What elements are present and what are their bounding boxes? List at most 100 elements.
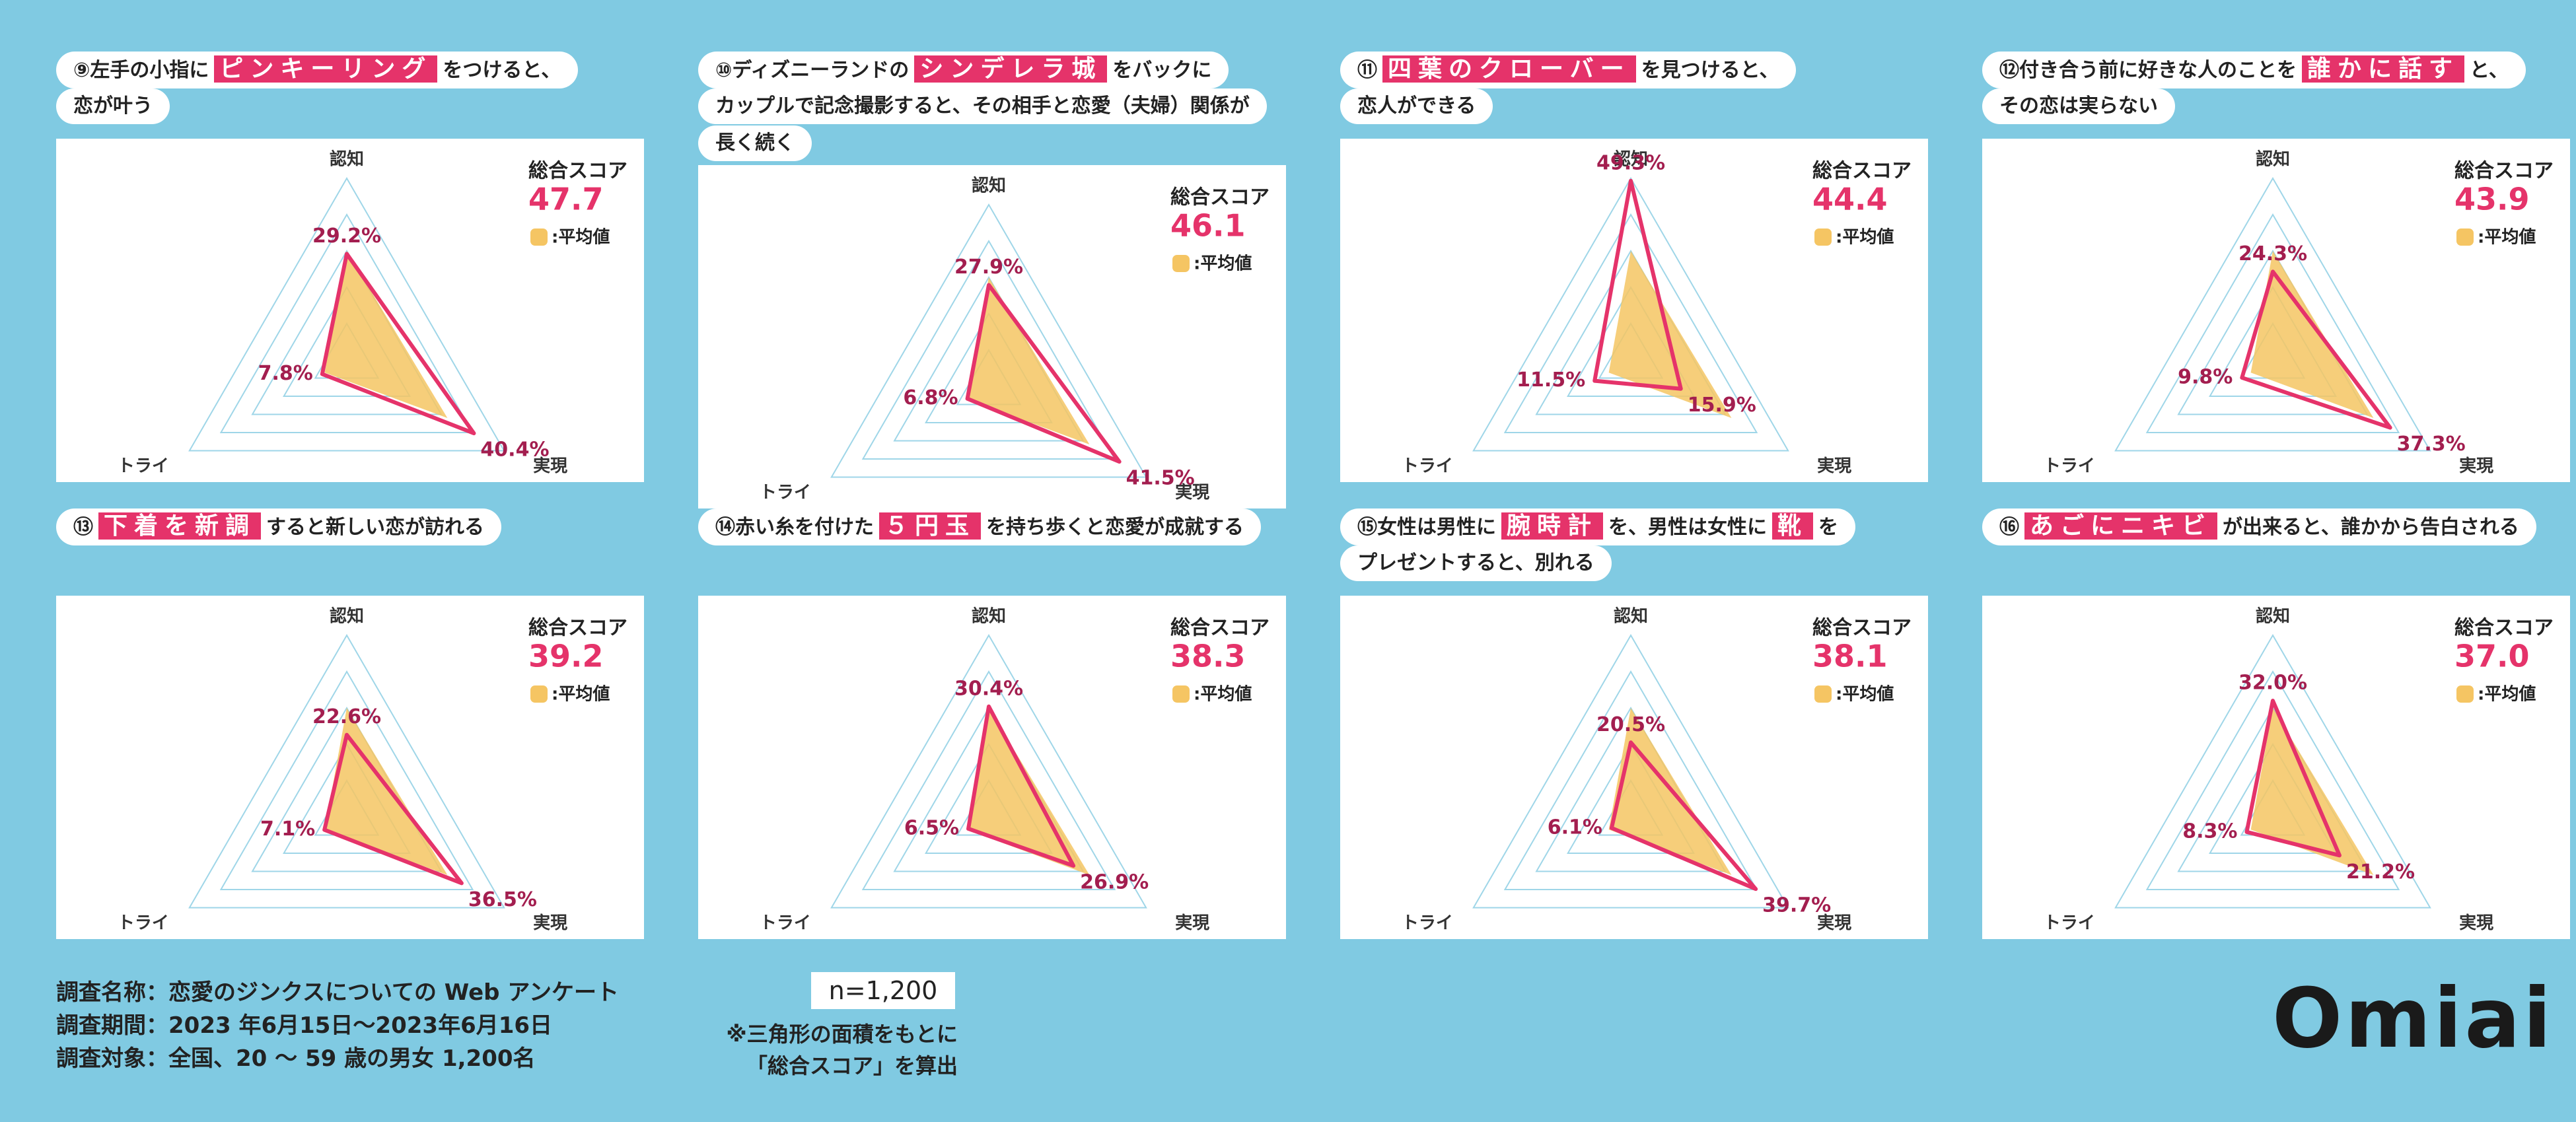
axis-label: トライ — [118, 456, 169, 476]
title-line: カップルで記念撮影すると、その相手と恋愛（夫婦）関係が — [698, 88, 1267, 124]
survey-info: 調査名称：恋愛のジンクスについての Web アンケート 調査期間：2023 年6… — [56, 976, 619, 1075]
average-area — [2250, 251, 2374, 418]
axis-label: トライ — [2044, 456, 2095, 476]
value-label: 24.3% — [2238, 242, 2307, 265]
grid-ring — [2114, 176, 2431, 452]
axis-label: トライ — [2044, 913, 2095, 933]
title-text: カップルで記念撮影すると、その相手と恋愛（夫婦）関係が — [715, 94, 1250, 118]
title-line: 長く続く — [698, 125, 812, 161]
logo: Omiai — [2272, 971, 2554, 1067]
legend-label: :平均値 — [1836, 228, 1894, 248]
title-text: を見つけると、 — [1641, 59, 1779, 82]
score-value: 38.1 — [1812, 639, 1888, 674]
title-text: 恋が叶う — [73, 94, 153, 118]
legend-label: :平均値 — [2478, 685, 2536, 705]
title-pill: ⑯ あごにニキビ が出来ると、誰かから告白される — [1982, 508, 2536, 545]
value-label: 32.0% — [2238, 672, 2307, 695]
grid-ring — [2145, 213, 2400, 433]
score-line — [2244, 699, 2342, 858]
grid-ring — [830, 203, 1147, 478]
grid-ring — [861, 239, 1116, 460]
axis-label: トライ — [760, 913, 811, 933]
grid-ring — [861, 670, 1116, 890]
title-text: と、 — [2470, 59, 2509, 82]
title-line: 恋が叶う — [56, 88, 170, 124]
title-text: を、男性は女性に — [1608, 516, 1768, 539]
title-highlight: ピンキーリング — [214, 55, 438, 83]
legend-swatch — [2456, 685, 2474, 703]
legend-swatch — [1172, 685, 1190, 703]
score-value: 39.2 — [528, 639, 604, 674]
legend-swatch — [530, 685, 548, 703]
title-pill: ⑮女性は男性に 腕時計 を、男性は女性に靴を — [1340, 508, 1856, 545]
title-text: 恋人ができる — [1357, 94, 1476, 118]
axis-label: 実現 — [1817, 913, 1851, 933]
title-highlight: 靴 — [1772, 512, 1814, 540]
survey-line: 調査名称：恋愛のジンクスについての Web アンケート — [56, 979, 619, 1006]
axis-label: 実現 — [2459, 913, 2493, 933]
title-highlight: シンデレラ城 — [914, 55, 1108, 83]
title-text: プレゼントすると、別れる — [1357, 551, 1594, 575]
score-line — [1609, 740, 1758, 892]
title-line: ⑬ 下着を新調 すると新しい恋が訪れる — [56, 508, 502, 545]
axis-label: 認知 — [1614, 606, 1648, 627]
value-label: 49.3% — [1596, 151, 1665, 174]
score-label: 総合スコア — [1170, 617, 1270, 640]
average-area — [324, 251, 448, 418]
title-line: プレゼントすると、別れる — [1340, 545, 1612, 581]
title-pill: 恋が叶う — [56, 88, 170, 124]
score-label: 総合スコア — [528, 160, 627, 183]
title-line: ⑩ディズニーランドの シンデレラ城 をバックに — [698, 52, 1229, 88]
axis-label: 認知 — [2256, 149, 2290, 170]
value-label: 39.7% — [1762, 894, 1831, 917]
score-label: 総合スコア — [528, 617, 627, 640]
title-line: ⑪ 四葉のクローバー を見つけると、 — [1340, 52, 1797, 88]
value-label: 30.4% — [954, 677, 1023, 700]
value-label: 22.6% — [312, 705, 381, 728]
value-label: 6.8% — [903, 386, 958, 409]
score-value: 43.9 — [2454, 182, 2530, 217]
score-line — [965, 283, 1122, 464]
value-label: 21.2% — [2346, 860, 2415, 884]
average-area — [324, 708, 448, 875]
score-label: 総合スコア — [2454, 617, 2554, 640]
axis-label: トライ — [760, 483, 811, 503]
title-pill: その恋は実らない — [1982, 88, 2175, 124]
title-highlight: 誰かに話す — [2302, 55, 2465, 83]
value-label: 8.3% — [2182, 820, 2237, 843]
axis-label: 認知 — [1614, 149, 1648, 170]
axis-label: 実現 — [2459, 456, 2493, 476]
axis-label: 実現 — [533, 913, 567, 933]
score-label: 総合スコア — [1812, 160, 1912, 183]
axis-label: トライ — [1402, 913, 1453, 933]
axis-label: 実現 — [1175, 482, 1209, 503]
title-text: ⑯ — [1999, 516, 2019, 539]
legend-label: :平均値 — [2478, 228, 2536, 248]
title-line: 恋人ができる — [1340, 88, 1493, 124]
axis-label: トライ — [1402, 456, 1453, 476]
value-label: 26.9% — [1080, 870, 1149, 894]
value-label: 29.2% — [312, 225, 381, 248]
title-text: 長く続く — [715, 131, 795, 155]
title-pill: 恋人ができる — [1340, 88, 1493, 124]
title-line: ⑮女性は男性に 腕時計 を、男性は女性に靴を — [1340, 508, 1856, 545]
grid-ring — [2114, 633, 2431, 909]
title-text: を — [1818, 516, 1839, 539]
title-line: ⑨左手の小指に ピンキーリング をつけると、 — [56, 52, 579, 88]
grid-ring — [1472, 633, 1789, 909]
average-area — [1608, 251, 1732, 418]
legend-label: :平均値 — [1836, 685, 1894, 705]
title-text: を持ち歩くと恋愛が成就する — [986, 516, 1244, 539]
score-line — [320, 252, 476, 436]
grid-ring — [219, 670, 474, 890]
score-line — [2240, 269, 2392, 430]
axis-label: 実現 — [533, 456, 567, 476]
value-label: 41.5% — [1126, 467, 1195, 490]
title-text: ⑮女性は男性に — [1357, 516, 1496, 539]
title-line: ⑫付き合う前に好きな人のことを 誰かに話す と、 — [1982, 52, 2526, 88]
